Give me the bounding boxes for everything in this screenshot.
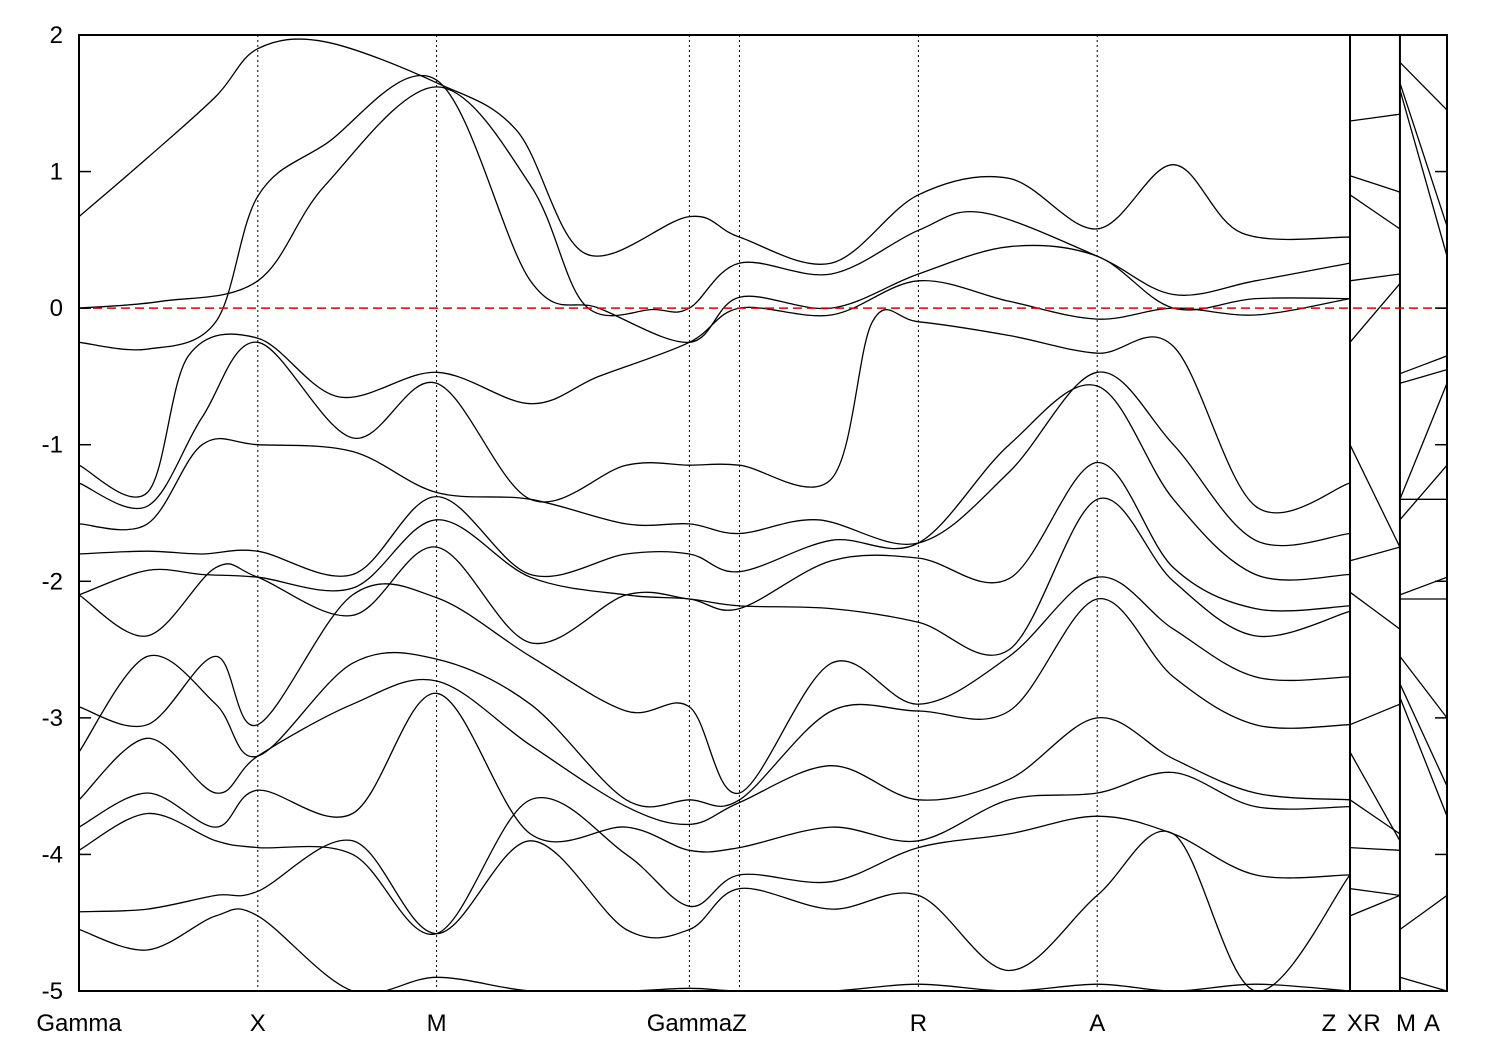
- band-17: [1349, 175, 1401, 193]
- y-tick-label: -2: [42, 568, 63, 595]
- band-10: [79, 598, 1351, 808]
- y-tick-label: 1: [50, 159, 63, 186]
- band-12: [79, 692, 1351, 853]
- band-11: [79, 678, 1351, 826]
- band-40: [1399, 656, 1447, 719]
- y-tick-label: -1: [42, 432, 63, 459]
- band-15: [79, 908, 1351, 991]
- band-25: [1349, 751, 1401, 842]
- band-lines: [79, 38, 1447, 991]
- y-tick-label: -4: [42, 841, 63, 868]
- band-38: [1399, 576, 1447, 596]
- band-28: [1349, 887, 1400, 897]
- band-16: [1349, 113, 1400, 122]
- band-42: [1399, 697, 1447, 817]
- band-34: [1399, 368, 1447, 384]
- band-8: [79, 497, 1351, 656]
- x-tick-label: Gamma: [36, 1010, 122, 1037]
- band-3: [79, 280, 1351, 498]
- band-4: [79, 309, 1351, 514]
- band-2: [79, 74, 1351, 351]
- x-axis: Gamma X M Gamma Z R A Z X R M A: [36, 1010, 1440, 1037]
- band-23: [1349, 591, 1401, 630]
- band-13: [79, 797, 1351, 935]
- band-44: [1399, 976, 1447, 991]
- band-41: [1399, 683, 1447, 787]
- band-33: [1399, 355, 1447, 375]
- y-tick-label: -3: [42, 705, 63, 732]
- band-0: [79, 38, 1351, 265]
- band-43: [1399, 894, 1447, 931]
- y-tick-label: -5: [42, 978, 63, 1005]
- band-9: [79, 576, 1351, 794]
- band-6: [79, 384, 1351, 581]
- x-tick-label: R: [910, 1010, 927, 1037]
- band-36: [1399, 464, 1447, 521]
- band-14: [79, 830, 1351, 991]
- x-tick-label: Z: [732, 1010, 747, 1037]
- band-29: [1349, 894, 1401, 917]
- band-32: [1399, 89, 1447, 257]
- band-18: [1349, 194, 1401, 230]
- x-tick-label: M: [1396, 1010, 1416, 1037]
- band-30: [1399, 61, 1447, 111]
- x-tick-label: M: [427, 1010, 447, 1037]
- y-tick-label: 0: [50, 295, 63, 322]
- x-tick-label: Z: [1322, 1010, 1337, 1037]
- plot-frame: [78, 34, 1448, 992]
- x-tick-label: Gamma: [647, 1010, 733, 1037]
- band-24: [1349, 703, 1401, 726]
- band-20: [1349, 283, 1401, 343]
- x-tick-label: X: [250, 1010, 266, 1037]
- band-5: [79, 371, 1351, 547]
- band-35: [1399, 383, 1447, 500]
- band-22: [1349, 546, 1401, 562]
- band-21: [1349, 444, 1401, 548]
- band-27: [1349, 846, 1400, 851]
- band-31: [1399, 82, 1447, 227]
- y-axis: 2 1 0 -1 -2 -3 -4 -5: [42, 22, 1447, 1005]
- band-26: [1349, 799, 1401, 835]
- kpoint-lines: [257, 35, 1401, 991]
- band-1: [79, 86, 1351, 317]
- x-tick-label: X: [1347, 1010, 1363, 1037]
- band-19: [1349, 273, 1400, 282]
- y-tick-label: 2: [50, 22, 63, 49]
- band-7: [79, 461, 1351, 612]
- x-tick-label: A: [1424, 1010, 1440, 1037]
- x-tick-label: A: [1089, 1010, 1105, 1037]
- x-tick-label: R: [1363, 1010, 1380, 1037]
